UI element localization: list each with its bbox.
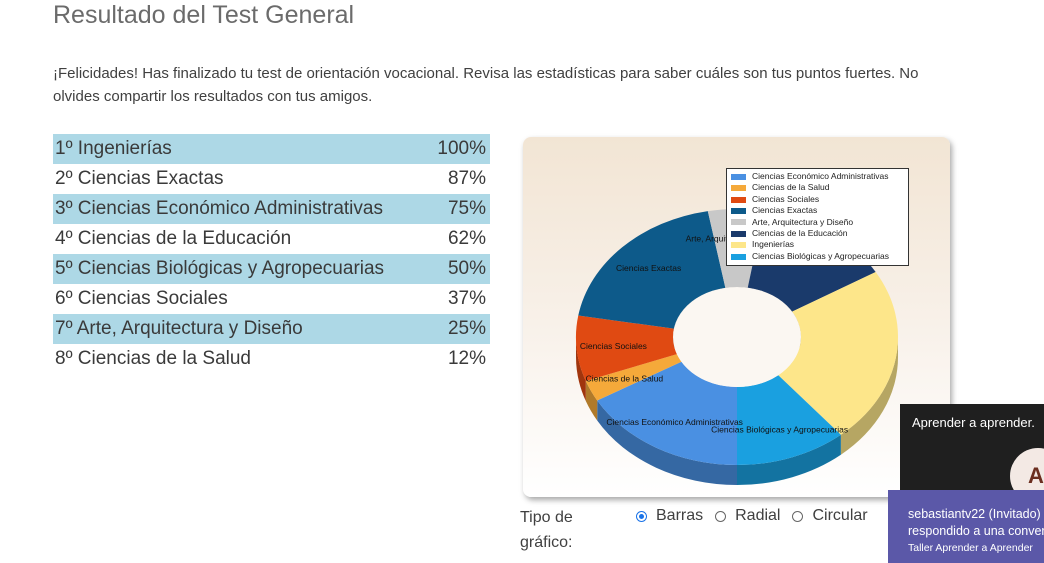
slice-label: Ciencias de la Salud bbox=[586, 373, 664, 383]
legend-label: Ciencias Económico Administrativas bbox=[752, 171, 889, 181]
result-row: 1º Ingenierías 100% bbox=[53, 134, 490, 164]
result-row: 5º Ciencias Biológicas y Agropecuarias 50… bbox=[53, 254, 490, 284]
result-percent: 62% bbox=[447, 228, 486, 249]
legend-item: Ciencias Exactas bbox=[731, 205, 904, 216]
legend-item: Ciencias de la Salud bbox=[731, 182, 904, 193]
notification-popup[interactable]: sebastiantv22 (Invitado) ha respondido a… bbox=[888, 490, 1044, 563]
result-percent: 75% bbox=[447, 198, 486, 219]
donut-slice bbox=[778, 271, 898, 435]
results-list: 1º Ingenierías 100% 2º Ciencias Exactas 87… bbox=[53, 134, 490, 374]
result-row: 3º Ciencias Económico Administrativas 75% bbox=[53, 194, 490, 224]
radio-label: Circular bbox=[812, 507, 868, 524]
result-label: 4º Ciencias de la Educación bbox=[55, 228, 292, 249]
donut-slice bbox=[576, 315, 677, 381]
donut-chart: Ciencias Económico Administrativas Cienci… bbox=[523, 137, 950, 497]
slice-label: Ciencias Biológicas y Agropecuarias bbox=[711, 424, 848, 434]
result-percent: 37% bbox=[447, 288, 486, 309]
donut-slice bbox=[737, 375, 841, 465]
result-row: 4º Ciencias de la Educación 62% bbox=[53, 224, 490, 254]
slice-wall bbox=[585, 380, 598, 421]
legend-item: Ciencias Sociales bbox=[731, 194, 904, 205]
radio-button[interactable] bbox=[715, 510, 727, 522]
legend-label: Ciencias de la Educación bbox=[752, 228, 848, 239]
donut-slice bbox=[578, 211, 726, 329]
notification-message: sebastiantv22 (Invitado) ha bbox=[908, 507, 1044, 521]
legend-label: Ciencias de la Salud bbox=[752, 182, 830, 193]
chart-type-label: Tipo de gráfico: bbox=[520, 509, 573, 551]
legend-label: Ciencias Biológicas y Agropecuarias bbox=[752, 250, 890, 261]
result-label: 5º Ciencias Biológicas y Agropecuarias bbox=[55, 258, 385, 279]
result-row: 8º Ciencias de la Salud 12% bbox=[53, 344, 490, 374]
legend-item: Arte, Arquitectura y Diseño bbox=[731, 217, 904, 228]
result-label: 2º Ciencias Exactas bbox=[55, 168, 224, 189]
course-popup-title: Aprender a aprender. bbox=[912, 415, 1035, 430]
donut-slice bbox=[597, 361, 737, 465]
result-percent: 25% bbox=[447, 318, 486, 339]
slice-label: Ciencias Sociales bbox=[580, 341, 647, 351]
legend-swatch bbox=[731, 173, 746, 180]
legend-swatch bbox=[731, 196, 746, 203]
legend-item: Ciencias de la Educación bbox=[731, 228, 904, 239]
radio-button[interactable] bbox=[636, 510, 647, 522]
legend-swatch bbox=[731, 207, 746, 214]
result-label: 3º Ciencias Económico Administrativas bbox=[55, 198, 383, 219]
radio-button[interactable] bbox=[792, 510, 804, 522]
result-row: 6º Ciencias Sociales 37% bbox=[53, 284, 490, 314]
legend-label: Arte, Arquitectura y Diseño bbox=[752, 216, 854, 227]
page-title: Resultado del Test General bbox=[53, 1, 355, 29]
result-label: 1º Ingenierías bbox=[55, 138, 172, 159]
intro-text: ¡Felicidades! Has finalizado tu test de … bbox=[53, 65, 919, 105]
legend-item: Ciencias Económico Administrativas bbox=[731, 171, 904, 182]
slice-label: Ciencias Económico Administrativas bbox=[606, 417, 743, 427]
result-label: 6º Ciencias Sociales bbox=[55, 288, 228, 309]
chart-legend: Ciencias Económico Administrativas Cienci… bbox=[726, 168, 909, 267]
radio-circular[interactable]: Circular bbox=[792, 505, 868, 527]
course-popup[interactable]: Aprender a aprender. A bbox=[900, 404, 1044, 504]
donut-slice bbox=[585, 354, 682, 401]
radio-label: Barras bbox=[656, 507, 704, 524]
slice-label: Ciencias Exactas bbox=[616, 263, 681, 273]
donut-hole bbox=[673, 287, 801, 387]
result-row: 2º Ciencias Exactas 87% bbox=[53, 164, 490, 194]
result-percent: 87% bbox=[447, 168, 486, 189]
result-label: 7º Arte, Arquitectura y Diseño bbox=[55, 318, 303, 339]
legend-swatch bbox=[731, 242, 746, 249]
result-percent: 50% bbox=[447, 258, 486, 279]
legend-swatch bbox=[731, 230, 746, 237]
legend-label: Ingenierías bbox=[752, 239, 795, 250]
legend-swatch bbox=[731, 219, 746, 226]
legend-swatch bbox=[731, 253, 746, 260]
legend-swatch bbox=[731, 185, 746, 192]
slice-wall bbox=[576, 337, 586, 401]
result-row: 7º Arte, Arquitectura y Diseño 25% bbox=[53, 314, 490, 344]
slice-wall bbox=[840, 337, 898, 455]
result-percent: 100% bbox=[437, 138, 486, 159]
legend-label: Ciencias Exactas bbox=[752, 205, 818, 216]
slice-wall bbox=[597, 400, 737, 485]
radio-barras[interactable]: Barras bbox=[636, 505, 703, 527]
legend-label: Ciencias Sociales bbox=[752, 193, 820, 204]
slice-wall bbox=[737, 434, 841, 485]
radio-radial[interactable]: Radial bbox=[715, 505, 780, 527]
chart-type-selector: Tipo de gráfico: Barras Radial Circular bbox=[520, 505, 880, 555]
result-label: 8º Ciencias de la Salud bbox=[55, 348, 252, 369]
legend-item: Ciencias Biológicas y Agropecuarias bbox=[731, 251, 904, 262]
radio-label: Radial bbox=[735, 507, 781, 524]
legend-item: Ingenierías bbox=[731, 239, 904, 250]
notification-subtitle: Taller Aprender a Aprender bbox=[908, 542, 1033, 554]
result-percent: 12% bbox=[447, 348, 486, 369]
notification-message-2: respondido a una conversación bbox=[908, 524, 1044, 538]
